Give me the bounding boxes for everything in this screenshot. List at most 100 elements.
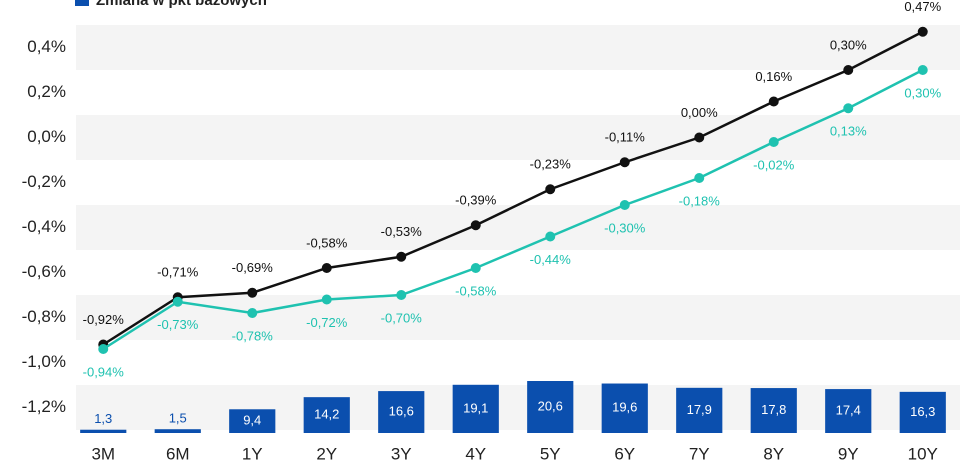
data-label: -0,78% — [232, 328, 274, 343]
y-tick-label: -0,8% — [22, 307, 66, 326]
bar — [154, 429, 201, 433]
bar-label: 16,3 — [910, 404, 935, 419]
bar-label: 17,9 — [687, 402, 712, 417]
y-tick-label: -0,2% — [22, 172, 66, 191]
bar — [229, 409, 276, 433]
grid-band — [76, 25, 960, 70]
y-tick-label: 0,2% — [27, 82, 66, 101]
point — [917, 26, 928, 37]
point — [619, 157, 630, 168]
line — [102, 68, 924, 351]
point — [843, 65, 854, 75]
bar — [527, 381, 574, 433]
x-tick-label: 5Y — [540, 444, 561, 463]
x-tick-label: 3Y — [391, 444, 412, 463]
data-label: -0,44% — [530, 252, 572, 267]
legend-label: Zmiana w pkt bazowych — [96, 0, 267, 9]
y-tick-label: -0,4% — [22, 217, 66, 236]
point — [694, 132, 705, 143]
point — [396, 290, 407, 300]
y-tick-label: -1,2% — [22, 397, 66, 416]
point — [470, 263, 481, 273]
x-tick-label: 8Y — [763, 444, 784, 463]
bar-label: 17,4 — [836, 402, 861, 417]
bar-label: 20,6 — [538, 398, 563, 413]
point — [98, 344, 109, 354]
bar-label: 16,6 — [389, 403, 414, 418]
point — [619, 200, 630, 210]
x-tick-label: 9Y — [838, 444, 859, 463]
data-label: -0,71% — [157, 265, 199, 280]
bar — [825, 389, 872, 433]
data-label: -0,53% — [381, 224, 423, 239]
bar — [601, 383, 648, 433]
grid-band — [76, 205, 960, 250]
point — [321, 263, 332, 273]
x-tick-label: 2Y — [316, 444, 337, 463]
point — [545, 184, 556, 195]
data-label: -0,70% — [381, 310, 423, 325]
y-tick-label: 0,0% — [27, 127, 66, 146]
line — [102, 30, 924, 346]
x-tick-label: 3M — [91, 444, 115, 463]
bar — [452, 384, 499, 433]
y-tick-label: -1,0% — [22, 352, 66, 371]
data-label: -0,11% — [605, 130, 646, 145]
data-label: -0,58% — [306, 235, 348, 250]
point — [768, 96, 779, 107]
data-label: -0,69% — [232, 260, 274, 275]
point — [843, 103, 854, 114]
bar — [378, 391, 425, 433]
bar-label: 9,4 — [243, 413, 261, 428]
x-tick-label: 4Y — [465, 444, 486, 463]
bar — [676, 387, 723, 433]
data-label: -0,23% — [530, 157, 572, 172]
data-label: -0,73% — [157, 317, 199, 332]
point — [396, 251, 407, 262]
bar-label: 19,6 — [612, 400, 637, 415]
data-label: -0,94% — [83, 364, 125, 379]
data-label: -0,39% — [455, 193, 497, 208]
data-label: 0,47% — [904, 0, 941, 14]
point — [247, 287, 258, 298]
bar-label: 14,2 — [314, 407, 339, 422]
bar — [303, 397, 350, 433]
bar — [750, 388, 797, 433]
data-label: 0,13% — [830, 124, 867, 139]
point — [768, 137, 779, 147]
data-label: -0,18% — [679, 193, 721, 208]
x-tick-label: 6M — [166, 444, 190, 463]
grid-band — [76, 115, 960, 160]
point — [917, 65, 928, 75]
data-label: 0,16% — [755, 69, 792, 84]
data-label: -0,30% — [604, 220, 646, 235]
x-tick-label: 7Y — [689, 444, 710, 463]
point — [172, 296, 183, 307]
point — [247, 308, 258, 318]
data-label: -0,72% — [306, 315, 348, 330]
y-tick-label: -0,6% — [22, 262, 66, 281]
data-label: -0,02% — [753, 157, 795, 172]
bar-label: 1,5 — [169, 411, 187, 426]
point — [470, 220, 481, 231]
legend-swatch — [75, 0, 89, 6]
bar-label: 17,8 — [761, 402, 786, 417]
data-label: -0,58% — [455, 283, 497, 298]
bar — [899, 391, 946, 433]
grid-band — [76, 385, 960, 430]
point — [545, 231, 556, 242]
bar-label: 19,1 — [463, 400, 488, 415]
data-label: 0,30% — [904, 85, 941, 100]
point — [694, 173, 705, 183]
data-label: 0,30% — [830, 37, 867, 52]
bar-label: 1,3 — [94, 411, 112, 426]
x-tick-label: 6Y — [614, 444, 635, 463]
grid-band — [76, 295, 960, 340]
point — [321, 294, 332, 305]
data-label: 0,00% — [681, 105, 718, 120]
x-tick-label: 10Y — [908, 444, 938, 463]
x-tick-label: 1Y — [242, 444, 263, 463]
data-label: -0,92% — [83, 312, 125, 327]
y-tick-label: 0,4% — [27, 37, 66, 56]
